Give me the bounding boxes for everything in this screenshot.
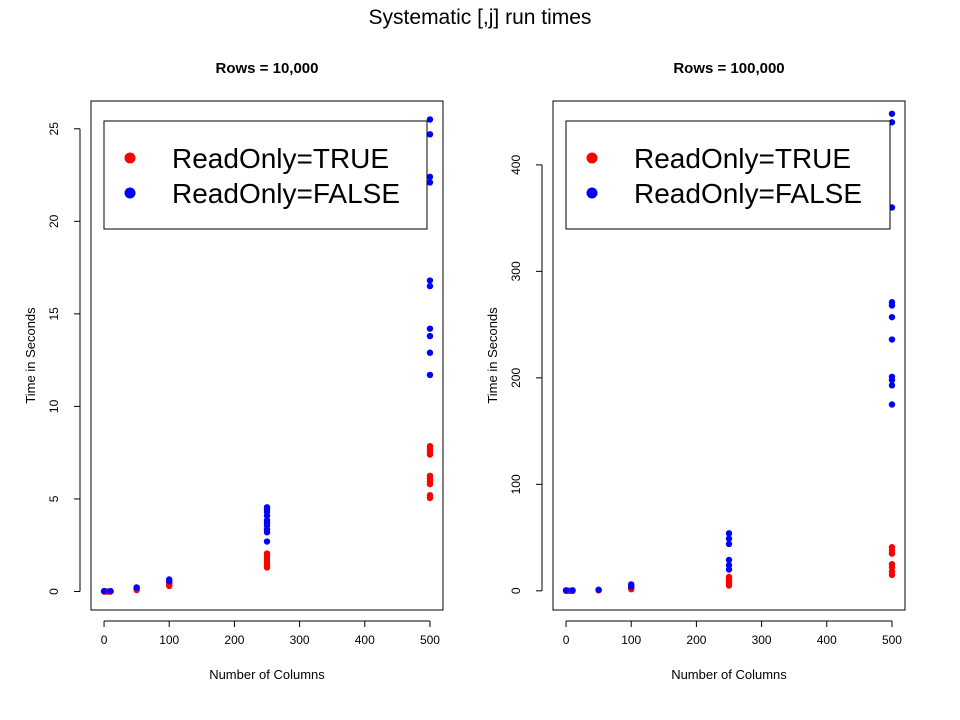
data-point-readonly-false xyxy=(725,540,733,548)
y-tick-label: 200 xyxy=(509,368,523,388)
panel-rows-10000: Rows = 10,000 0 100 200 300 400 500 0 5 10 15 20 25 N… xyxy=(23,60,444,682)
y-tick-label: 400 xyxy=(509,155,523,175)
x-axis-label: Number of Columns xyxy=(671,667,787,682)
plot-frame xyxy=(90,100,444,611)
data-point-readonly-false xyxy=(725,556,733,564)
data-point-readonly-false xyxy=(888,110,896,117)
data-point-readonly-false xyxy=(426,173,434,181)
legend-marker xyxy=(124,187,136,199)
plot-frame xyxy=(552,100,906,611)
data-point-readonly-false xyxy=(426,371,434,379)
data-point-readonly-false xyxy=(426,179,434,186)
data-point-readonly-false xyxy=(263,538,271,545)
y-tick-label: 10 xyxy=(47,399,61,413)
legend-marker xyxy=(586,187,598,199)
data-point-readonly-true xyxy=(888,561,896,568)
data-point-readonly-true xyxy=(888,543,896,551)
y-tick-label: 0 xyxy=(47,588,61,595)
data-point-readonly-true xyxy=(426,492,434,499)
data-point-readonly-false xyxy=(888,373,896,380)
x-tick-label: 300 xyxy=(290,633,310,647)
data-point-readonly-true xyxy=(426,442,434,450)
y-tick-label: 5 xyxy=(47,495,61,502)
data-point-readonly-false xyxy=(426,277,434,284)
data-point-readonly-false xyxy=(426,282,434,290)
data-point-readonly-false xyxy=(426,349,434,356)
x-axis-label: Number of Columns xyxy=(209,667,325,682)
legend-label: ReadOnly=TRUE xyxy=(172,143,389,174)
y-axis-label: Time in Seconds xyxy=(23,307,38,404)
legend-marker xyxy=(124,152,136,164)
data-point-readonly-false xyxy=(263,517,271,524)
data-point-readonly-false xyxy=(426,325,434,332)
x-tick-label: 100 xyxy=(159,633,179,647)
y-tick-label: 0 xyxy=(509,587,523,594)
data-point-readonly-true xyxy=(263,550,271,557)
data-point-readonly-false xyxy=(888,313,896,321)
data-point-readonly-false xyxy=(426,131,434,138)
data-point-readonly-false xyxy=(426,332,434,340)
legend-label: ReadOnly=TRUE xyxy=(634,143,851,174)
data-point-readonly-true xyxy=(725,573,733,581)
y-tick-label: 25 xyxy=(47,122,61,136)
y-tick-label: 300 xyxy=(509,261,523,281)
legend-label: ReadOnly=FALSE xyxy=(172,178,400,209)
data-point-readonly-false xyxy=(569,587,576,594)
x-tick-label: 500 xyxy=(882,633,902,647)
x-tick-label: 200 xyxy=(224,633,244,647)
data-point-readonly-false xyxy=(133,584,140,591)
data-point-readonly-false xyxy=(426,116,434,123)
legend-box xyxy=(565,120,891,230)
data-point-readonly-false xyxy=(888,336,896,343)
y-tick-label: 15 xyxy=(47,307,61,321)
data-point-readonly-false xyxy=(725,535,733,542)
x-tick-label: 100 xyxy=(621,633,641,647)
data-point-readonly-false xyxy=(100,587,108,595)
data-point-readonly-false xyxy=(263,504,271,511)
data-point-readonly-false xyxy=(888,299,896,306)
legend-marker xyxy=(586,152,598,164)
figure-title: Systematic [,j] run times xyxy=(369,6,592,29)
data-point-readonly-false xyxy=(107,587,114,595)
x-tick-label: 400 xyxy=(355,633,375,647)
x-tick-label: 200 xyxy=(686,633,706,647)
y-tick-label: 20 xyxy=(47,214,61,228)
legend-label: ReadOnly=FALSE xyxy=(634,178,862,209)
x-tick-label: 0 xyxy=(563,633,570,647)
data-point-readonly-false xyxy=(888,401,896,408)
x-tick-label: 500 xyxy=(420,633,440,647)
data-point-readonly-false xyxy=(888,382,896,389)
data-point-readonly-false xyxy=(725,562,733,569)
y-axis-label: Time in Seconds xyxy=(485,307,500,404)
data-point-readonly-false xyxy=(562,587,570,594)
panel-rows-100000: Rows = 100,000 0 100 200 300 400 500 0 100 200 300… xyxy=(485,60,906,682)
x-tick-label: 0 xyxy=(101,633,108,647)
data-point-readonly-false xyxy=(595,586,602,593)
x-tick-label: 400 xyxy=(817,633,837,647)
y-tick-label: 100 xyxy=(509,474,523,494)
data-point-readonly-false xyxy=(725,530,733,537)
x-tick-label: 300 xyxy=(752,633,772,647)
data-point-readonly-true xyxy=(426,472,434,480)
data-point-readonly-false xyxy=(166,576,173,583)
panel-title: Rows = 100,000 xyxy=(673,60,784,77)
panel-title: Rows = 10,000 xyxy=(216,60,319,77)
legend-box xyxy=(103,120,428,230)
data-point-readonly-false xyxy=(628,581,635,588)
